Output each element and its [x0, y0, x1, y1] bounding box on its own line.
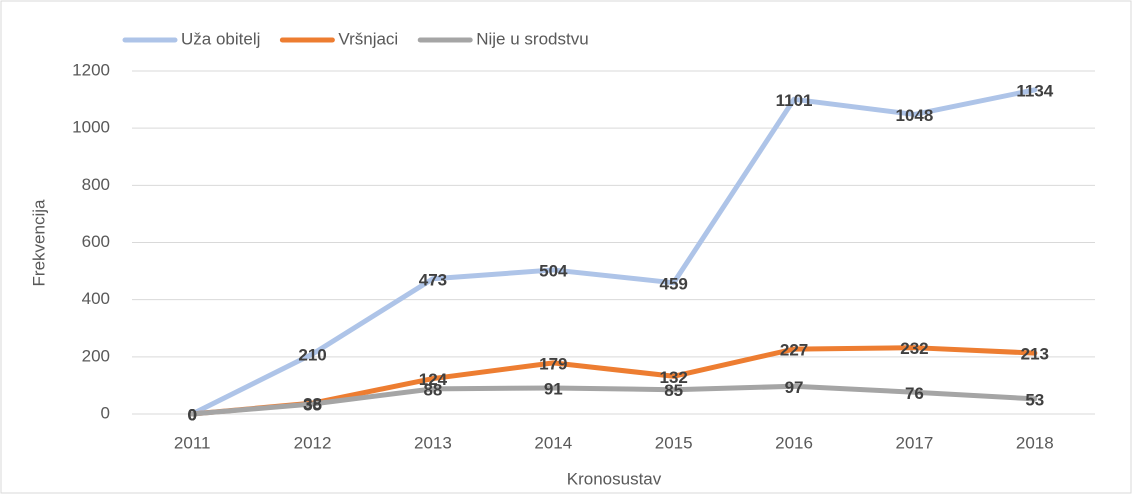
data-label: 85 [664, 381, 683, 400]
data-label: 473 [419, 270, 447, 289]
line-series [189, 383, 1038, 417]
data-label: 53 [1025, 390, 1044, 409]
y-tick-label: 200 [82, 346, 110, 365]
y-tick-label: 800 [82, 175, 110, 194]
data-label: 1101 [776, 91, 813, 110]
data-label: 1048 [896, 106, 934, 125]
data-label: 504 [539, 261, 568, 280]
x-tick-label: 2012 [294, 433, 332, 452]
data-label: 0 [187, 405, 196, 424]
y-tick-label: 1000 [72, 118, 110, 137]
data-label: 232 [900, 339, 928, 358]
legend-label: Uža obitelj [181, 29, 260, 48]
x-tick-label: 2017 [896, 433, 934, 452]
x-axis-title: Kronosustav [567, 469, 662, 488]
data-label: 35 [303, 395, 322, 414]
x-tick-label: 2011 [174, 433, 211, 452]
data-label: 132 [660, 368, 688, 387]
data-label: 1134 [1016, 81, 1053, 100]
x-tick-label: 2015 [655, 433, 693, 452]
data-label: 97 [785, 378, 804, 397]
y-axis-title: Frekvencija [29, 199, 48, 286]
x-tick-label: 2018 [1016, 433, 1054, 452]
data-label: 38 [303, 395, 322, 414]
x-tick-label: 2014 [534, 433, 572, 452]
line-series [189, 87, 1038, 417]
y-tick-label: 0 [101, 403, 110, 422]
data-label: 179 [539, 354, 567, 373]
data-label: 213 [1021, 345, 1049, 364]
y-tick-label: 600 [82, 232, 110, 251]
data-label: 227 [780, 341, 808, 360]
data-label: 0 [187, 405, 196, 424]
y-tick-label: 400 [82, 289, 110, 308]
data-label: 91 [544, 379, 563, 398]
data-label: 124 [419, 370, 448, 389]
x-tick-label: 2016 [775, 433, 813, 452]
y-tick-label: 1200 [72, 60, 110, 79]
data-label: 76 [905, 384, 924, 403]
legend-label: Nije u srodstvu [476, 29, 588, 48]
legend-label: Vršnjaci [338, 29, 398, 48]
x-tick-label: 2013 [414, 433, 452, 452]
data-label: 210 [298, 345, 326, 364]
data-label: 88 [423, 380, 442, 399]
data-label: 0 [187, 405, 196, 424]
data-label: 459 [660, 274, 688, 293]
